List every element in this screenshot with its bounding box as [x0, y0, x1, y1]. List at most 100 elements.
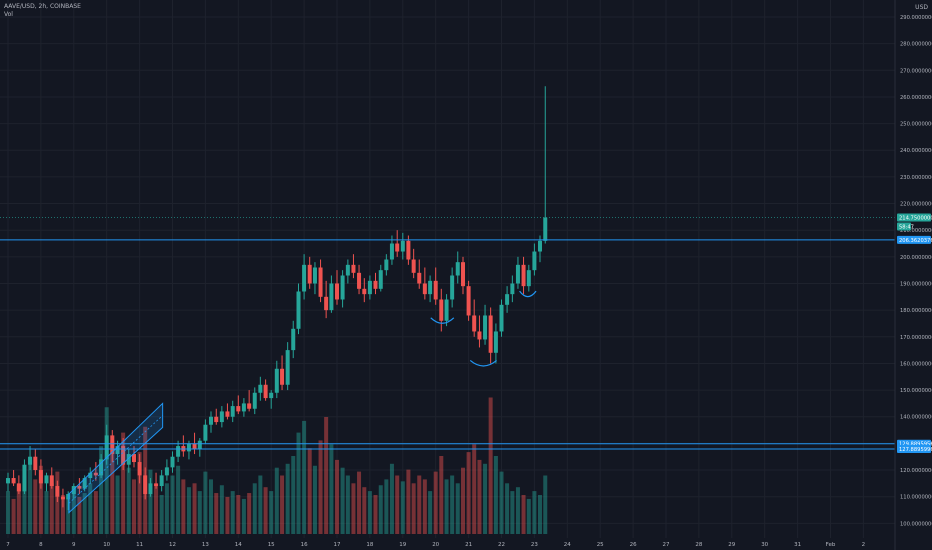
candle-body	[493, 331, 498, 353]
volume-bar	[258, 475, 263, 534]
time-axis[interactable]: 7 8 9 10 11 12 13 14 15 16 17 18 19 20 21 22 23 24 25 26 27 2…	[6, 542, 865, 548]
price-tick-label: 110.00000000	[900, 495, 932, 501]
time-tick-label: 21	[465, 542, 472, 548]
volume-bar	[230, 491, 235, 534]
volume-bar	[439, 456, 444, 534]
arc-annotation	[469, 359, 497, 367]
candle-body	[93, 472, 98, 476]
time-tick-label: 19	[399, 542, 406, 548]
horizontal-line-tag: 127.88959962	[899, 447, 932, 453]
price-tick-label: 230.00000000	[900, 175, 932, 181]
volume-bar	[71, 487, 76, 534]
time-tick-label: 13	[202, 542, 209, 548]
volume-bar	[367, 491, 372, 534]
time-tick-label: 9	[72, 542, 76, 548]
volume-bar	[148, 469, 153, 534]
volume-bar	[16, 485, 21, 534]
volume-bar	[49, 483, 54, 534]
time-tick-label: 29	[728, 542, 735, 548]
volume-bar	[488, 397, 493, 534]
candle-body	[389, 243, 394, 260]
volume-bar	[433, 471, 438, 534]
volume-bar	[121, 432, 126, 534]
volume-indicator-label[interactable]: Vol	[4, 11, 13, 18]
volume-bar	[411, 483, 416, 534]
horizontal-line-tag-bg	[897, 445, 931, 454]
candle-body	[104, 435, 109, 460]
price-tick-label: 280.00000000	[900, 42, 932, 48]
symbol-title[interactable]: AAVE/USD, 2h, COINBASE	[4, 3, 81, 10]
candle-body	[400, 240, 405, 252]
horizontal-line-tag: 206.36203762	[899, 238, 932, 244]
candle-body	[455, 262, 460, 276]
price-tick-label: 250.00000000	[900, 122, 932, 128]
volume-bar	[400, 481, 405, 534]
volume-bar	[252, 483, 257, 534]
candle-body	[466, 286, 471, 316]
candle-body	[203, 424, 208, 441]
horizontal-lines[interactable]	[0, 217, 895, 450]
candle-body	[285, 350, 290, 385]
candle-body	[28, 456, 33, 465]
time-tick-label: 16	[301, 542, 308, 548]
time-tick-label: 20	[432, 542, 439, 548]
volume-bar	[428, 491, 433, 534]
horizontal-line-tag-bg	[897, 235, 931, 244]
price-tick-label: 180.00000000	[900, 308, 932, 314]
volume-bar	[483, 463, 488, 534]
candle-body	[164, 467, 169, 476]
candle-body	[280, 368, 285, 385]
countdown-tag: 58:47	[899, 225, 914, 231]
chart-legend: AAVE/USD, 2h, COINBASE Vol	[4, 3, 81, 19]
candle-body	[88, 472, 93, 479]
candle-body	[505, 294, 510, 305]
volume-bar	[170, 475, 175, 534]
candle-body	[154, 483, 159, 487]
candle-body	[324, 296, 329, 311]
candlesticks	[6, 86, 548, 511]
volume-bar	[263, 487, 268, 534]
candle-body	[197, 440, 202, 449]
candle-body	[345, 264, 350, 276]
horizontal-line-tag: 129.88959562	[899, 442, 932, 448]
candle-body	[411, 259, 416, 273]
volume-bar	[515, 487, 520, 534]
price-tick-label: 290.00000000	[900, 15, 932, 21]
volume-bar	[384, 479, 389, 534]
candle-body	[258, 384, 263, 393]
volume-bar	[115, 475, 120, 534]
candle-body	[406, 240, 411, 260]
time-tick-label: 7	[6, 542, 10, 548]
candle-body	[33, 456, 38, 471]
candle-body	[351, 264, 356, 273]
volume-bar	[208, 479, 213, 534]
last-price-tag: 214.75000000	[899, 216, 932, 222]
volume-bar	[373, 495, 378, 534]
candle-body	[521, 264, 526, 287]
volume-bar	[66, 498, 71, 534]
volume-bar	[312, 465, 317, 534]
candle-body	[219, 411, 224, 423]
candle-body	[395, 243, 400, 252]
time-tick-label: Feb	[826, 542, 836, 548]
candle-body	[543, 217, 548, 241]
volume-bar	[532, 491, 537, 534]
price-tick-label: 240.00000000	[900, 148, 932, 154]
candle-body	[444, 299, 449, 321]
countdown-tag-bg	[897, 222, 911, 231]
price-tick-label: 100.00000000	[900, 521, 932, 527]
volume-bar	[225, 496, 230, 534]
candle-body	[373, 280, 378, 289]
candle-body	[214, 416, 219, 423]
candle-body	[115, 446, 120, 455]
time-tick-label: 25	[597, 542, 604, 548]
candle-body	[55, 486, 60, 497]
candle-body	[291, 328, 296, 351]
candle-body	[170, 456, 175, 468]
volume-bar	[154, 485, 159, 534]
time-tick-label: 31	[794, 542, 801, 548]
candle-body	[472, 315, 477, 332]
arc-annotation	[519, 290, 537, 298]
volume-bar	[88, 483, 93, 534]
